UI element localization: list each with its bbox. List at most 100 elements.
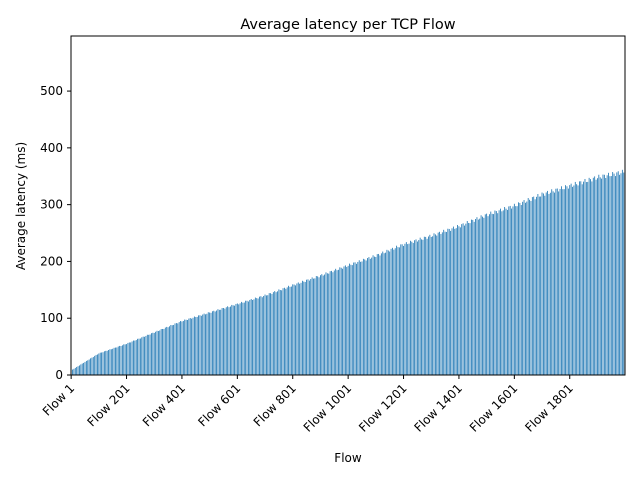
bar-flow-276 bbox=[146, 334, 148, 375]
bar-flow-1901 bbox=[597, 178, 598, 375]
bar-flow-451 bbox=[195, 317, 197, 375]
bar-flow-396 bbox=[180, 321, 181, 375]
bar-flow-91 bbox=[95, 354, 97, 375]
bar-flow-1846 bbox=[581, 184, 583, 375]
bar-flow-1861 bbox=[585, 182, 587, 375]
bar-flow-1031 bbox=[356, 263, 357, 375]
bar-flow-1966 bbox=[615, 176, 616, 375]
bar-flow-746 bbox=[277, 291, 278, 375]
x-axis-ticks: Flow 1 Flow 201 Flow 401 Flow 601 Flow 801 Fl… bbox=[40, 375, 576, 435]
bar-flow-1486 bbox=[482, 216, 483, 375]
bar-flow-801 bbox=[292, 284, 294, 375]
bar-flow-1871 bbox=[588, 177, 590, 375]
bar-flow-1291 bbox=[428, 236, 429, 375]
bar-flow-981 bbox=[342, 268, 344, 375]
bar-flow-1501 bbox=[486, 213, 488, 375]
bar-flow-1641 bbox=[525, 202, 526, 375]
y-tick-label: 200 bbox=[40, 254, 63, 268]
bar-flow-436 bbox=[191, 318, 193, 375]
bar-flow-846 bbox=[304, 281, 306, 375]
bar-flow-326 bbox=[160, 329, 162, 375]
bar-flow-1126 bbox=[382, 251, 384, 375]
bar-flow-1176 bbox=[396, 245, 398, 375]
bar-flow-1636 bbox=[523, 200, 525, 375]
bar-flow-991 bbox=[344, 265, 346, 375]
bar-flow-126 bbox=[105, 350, 107, 375]
bar-flow-1681 bbox=[536, 196, 537, 375]
bar-flow-1996 bbox=[623, 172, 625, 375]
bar-flow-841 bbox=[303, 281, 305, 375]
bar-flow-1416 bbox=[462, 223, 464, 375]
bar-flow-1491 bbox=[483, 217, 485, 375]
bar-flow-871 bbox=[311, 277, 313, 375]
bar-flow-1741 bbox=[552, 191, 554, 375]
bar-flow-861 bbox=[308, 280, 310, 375]
bar-flow-1746 bbox=[554, 192, 555, 375]
bar-flow-441 bbox=[192, 317, 194, 375]
bar-flow-1661 bbox=[530, 200, 532, 375]
bar-flow-1211 bbox=[405, 242, 407, 375]
bar-flow-1456 bbox=[473, 221, 475, 375]
bar-flow-231 bbox=[134, 340, 136, 375]
bar-flow-1601 bbox=[513, 203, 515, 375]
bar-flow-156 bbox=[113, 347, 115, 375]
bar-flow-636 bbox=[246, 300, 248, 375]
bar-flow-796 bbox=[290, 286, 292, 375]
bar-flow-1611 bbox=[516, 206, 518, 375]
bar-flow-406 bbox=[182, 320, 184, 375]
bar-flow-631 bbox=[245, 300, 247, 375]
bar-flow-181 bbox=[120, 345, 122, 375]
bar-flow-1761 bbox=[558, 191, 560, 375]
bar-flow-1906 bbox=[598, 174, 600, 375]
bar-flow-86 bbox=[94, 355, 96, 375]
bar-flow-461 bbox=[198, 315, 199, 375]
bar-flow-671 bbox=[256, 298, 258, 375]
x-tick-label: Flow 1801 bbox=[522, 381, 576, 435]
bar-flow-781 bbox=[286, 287, 288, 375]
bar-flow-1806 bbox=[570, 183, 572, 375]
bar-flow-1061 bbox=[364, 259, 366, 375]
bar-flow-811 bbox=[295, 285, 296, 375]
bar-flow-1541 bbox=[497, 213, 499, 375]
bar-flow-1396 bbox=[457, 224, 458, 375]
bar-flow-206 bbox=[127, 342, 129, 375]
bar-flow-686 bbox=[260, 296, 262, 375]
bar-flow-1721 bbox=[547, 190, 548, 375]
bar-flow-1766 bbox=[559, 188, 561, 375]
bar-flow-506 bbox=[210, 312, 212, 375]
bar-flow-46 bbox=[83, 362, 85, 375]
bar-flow-1866 bbox=[587, 181, 589, 375]
bar-flow-1551 bbox=[500, 208, 501, 375]
bar-flow-1161 bbox=[392, 247, 393, 375]
y-tick-label: 300 bbox=[40, 198, 63, 212]
bar-flow-1781 bbox=[563, 189, 565, 375]
bar-flow-1481 bbox=[480, 215, 482, 375]
bar-flow-1056 bbox=[362, 258, 364, 375]
bar-flow-516 bbox=[213, 310, 215, 375]
bar-flow-1201 bbox=[403, 245, 404, 375]
bar-flow-21 bbox=[76, 366, 78, 375]
bar-flow-1886 bbox=[592, 177, 594, 375]
bar-flow-226 bbox=[133, 340, 134, 375]
bar-flow-1676 bbox=[534, 199, 536, 375]
bar-flow-1111 bbox=[378, 253, 380, 375]
bar-flow-831 bbox=[300, 282, 302, 375]
bar-flow-1516 bbox=[490, 211, 492, 375]
bar-flow-491 bbox=[206, 313, 208, 375]
bar-flow-1141 bbox=[386, 249, 388, 375]
bar-flow-1226 bbox=[410, 240, 411, 375]
bar-flow-771 bbox=[284, 287, 285, 375]
bar-flow-1591 bbox=[511, 208, 512, 375]
bar-flow-881 bbox=[314, 278, 316, 375]
bar-flow-201 bbox=[126, 344, 127, 375]
bar-flow-1876 bbox=[590, 179, 591, 375]
bar-flow-111 bbox=[101, 352, 103, 375]
bar-flow-161 bbox=[115, 347, 116, 375]
bar-flow-1506 bbox=[487, 216, 489, 375]
bar-flow-921 bbox=[325, 272, 327, 375]
bar-flow-661 bbox=[253, 299, 255, 375]
bar-flow-626 bbox=[243, 302, 245, 375]
x-tick-label: Flow 401 bbox=[140, 381, 188, 429]
bar-flow-1511 bbox=[488, 214, 490, 375]
bar-flow-641 bbox=[248, 301, 249, 375]
